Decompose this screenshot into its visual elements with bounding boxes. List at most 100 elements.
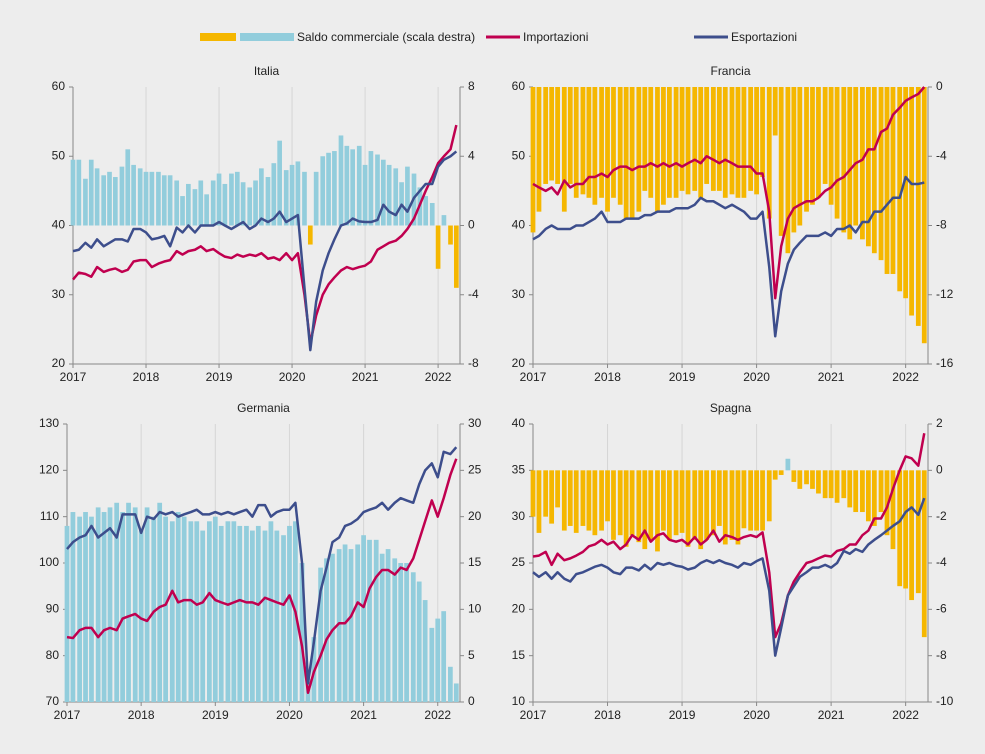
bar — [580, 470, 586, 526]
y2-tick-label: 25 — [468, 463, 482, 477]
bar — [393, 168, 399, 226]
bar — [810, 470, 815, 489]
bar — [210, 180, 216, 226]
bar — [429, 202, 435, 226]
bar — [361, 535, 366, 702]
y2-tick-label: -16 — [936, 356, 954, 370]
bar — [921, 87, 927, 344]
bar — [573, 87, 579, 198]
bar — [679, 87, 685, 191]
bar — [161, 175, 167, 226]
bar — [623, 470, 629, 547]
bar — [860, 470, 865, 513]
bar — [897, 470, 903, 587]
bar — [274, 530, 280, 702]
bar — [592, 470, 598, 536]
x-tick-label: 2018 — [594, 370, 621, 384]
bar — [151, 516, 157, 702]
y-tick-label: 30 — [512, 509, 526, 523]
bar — [667, 87, 672, 198]
x-tick-label: 2020 — [743, 708, 770, 722]
bar — [586, 87, 592, 198]
bar — [181, 516, 187, 702]
bar — [555, 87, 560, 184]
x-tick-label: 2019 — [669, 708, 696, 722]
bar — [605, 470, 610, 522]
bar — [772, 87, 778, 136]
bar — [642, 87, 648, 191]
legend-label: Esportazioni — [731, 30, 797, 44]
bar — [760, 470, 765, 531]
bar — [299, 563, 305, 702]
bar — [113, 177, 118, 226]
bar — [324, 558, 329, 702]
panel-title: Italia — [254, 64, 280, 78]
bar — [778, 470, 784, 475]
bar — [636, 87, 642, 212]
y-tick-label: 80 — [46, 648, 60, 662]
bar — [530, 87, 536, 233]
bar — [131, 164, 136, 226]
bar — [816, 470, 821, 494]
bar — [605, 87, 610, 212]
x-tick-label: 2022 — [892, 708, 919, 722]
bar — [704, 87, 710, 184]
bar — [404, 563, 409, 702]
bar — [729, 470, 735, 540]
bar — [119, 166, 125, 226]
bar — [748, 470, 754, 531]
bar — [716, 87, 722, 191]
bar — [692, 87, 698, 191]
bar — [167, 175, 173, 226]
bar — [623, 87, 629, 219]
y-tick-label: 130 — [39, 416, 59, 430]
bar — [64, 525, 70, 702]
bar — [200, 530, 206, 702]
bar — [804, 87, 809, 212]
bar — [722, 470, 728, 545]
bar — [422, 600, 428, 702]
bar — [797, 470, 803, 489]
bar — [250, 530, 255, 702]
bar — [101, 175, 107, 226]
y2-tick-label: -12 — [936, 287, 954, 301]
bar — [218, 525, 224, 702]
bar — [884, 470, 890, 536]
bar — [222, 183, 228, 226]
bar — [281, 535, 286, 702]
line — [72, 124, 458, 345]
bar — [921, 470, 927, 638]
bar — [698, 87, 704, 198]
bar — [536, 87, 542, 212]
bar — [283, 170, 289, 226]
x-tick-label: 2017 — [520, 370, 547, 384]
bar — [661, 87, 666, 205]
y-tick-label: 110 — [40, 509, 59, 523]
bar — [348, 549, 354, 702]
bar — [126, 502, 131, 702]
bar — [828, 87, 834, 205]
x-tick-label: 2017 — [54, 708, 81, 722]
bar — [125, 149, 131, 226]
bar — [385, 549, 391, 702]
bar — [448, 225, 453, 245]
bar — [70, 159, 76, 226]
bar — [367, 539, 372, 702]
bar — [114, 502, 120, 702]
bar — [567, 87, 573, 184]
y2-tick-label: -8 — [936, 218, 947, 232]
bar — [268, 521, 274, 702]
bar — [543, 87, 549, 184]
y-tick-label: 60 — [52, 79, 66, 93]
bar — [149, 171, 155, 226]
bar — [156, 171, 161, 226]
bar — [271, 163, 277, 226]
bar — [741, 87, 747, 198]
bar — [865, 470, 871, 522]
bar — [909, 470, 914, 601]
bar — [204, 194, 209, 226]
bar — [890, 87, 896, 274]
bar — [834, 470, 840, 503]
bar — [909, 87, 914, 316]
